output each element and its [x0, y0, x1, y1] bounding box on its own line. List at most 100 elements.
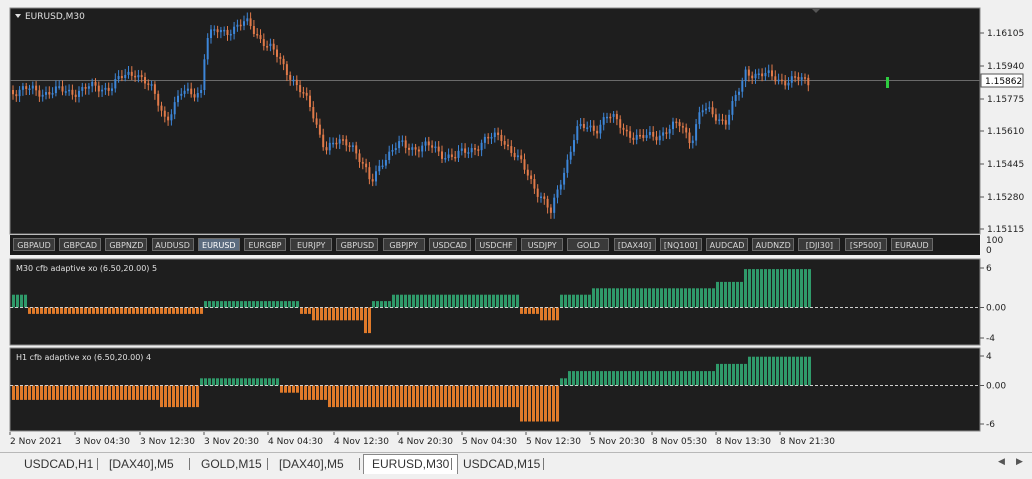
chart-tab[interactable]: GOLD,M15: [201, 457, 262, 471]
chart-tab[interactable]: [DAX40],M5: [109, 457, 174, 471]
indicator-pane-h1[interactable]: H1 cfb adaptive xo (6.50,20.00) 4 4 0.00 -…: [0, 347, 1032, 433]
symbol-button-nq100[interactable]: [NQ100]: [659, 238, 702, 251]
chart-tab[interactable]: EURUSD,M30: [363, 454, 459, 474]
osc-bar: [228, 378, 231, 386]
tab-scroll-right-icon[interactable]: ▶: [1016, 457, 1023, 467]
osc-bar: [28, 307, 31, 314]
candle-body: [721, 119, 724, 121]
osc-bar: [764, 269, 767, 308]
symbol-button-sp500[interactable]: [SP500]: [844, 238, 887, 251]
osc-bar: [572, 294, 575, 308]
candle-body: [417, 149, 420, 152]
candle-body: [117, 76, 120, 80]
osc-bar: [684, 288, 687, 308]
candle-body: [266, 46, 269, 48]
osc-bar: [724, 281, 727, 308]
symbol-button-usdcad[interactable]: USDCAD: [428, 238, 471, 251]
symbol-button-gold[interactable]: GOLD: [567, 238, 610, 251]
osc-bar: [412, 385, 415, 408]
symbol-button-gbpnzd[interactable]: GBPNZD: [105, 238, 148, 251]
osc-bar: [516, 294, 519, 308]
osc-bar: [680, 371, 683, 386]
osc-bar: [88, 385, 91, 400]
osc-bar: [648, 371, 651, 386]
osc-bar: [392, 294, 395, 308]
osc-bar: [60, 307, 63, 314]
osc-bar: [16, 294, 19, 308]
osc-bar: [672, 371, 675, 386]
indicator-pane-m30[interactable]: M30 cfb adaptive xo (6.50,20.00) 5 6 0.00…: [0, 258, 1032, 347]
chart-tab[interactable]: [DAX40],M5: [279, 457, 344, 471]
osc-bar: [380, 301, 383, 308]
osc-bar: [428, 385, 431, 408]
osc-bar: [648, 288, 651, 308]
candle-body: [31, 85, 34, 89]
osc-bar: [32, 307, 35, 314]
candle-body: [619, 119, 622, 128]
osc-bar: [808, 356, 811, 386]
osc-bar: [192, 307, 195, 314]
candle-body: [771, 70, 773, 77]
osc-bar: [176, 307, 179, 314]
symbol-button-audcad[interactable]: AUDCAD: [706, 238, 748, 251]
osc-bar: [760, 269, 763, 308]
symbol-button-gbpcad[interactable]: GBPCAD: [59, 238, 102, 251]
symbol-button-euraud[interactable]: EURAUD: [890, 238, 933, 251]
osc-bar: [352, 385, 355, 408]
candle-body: [322, 134, 325, 148]
symbol-button-eurjpy[interactable]: EURJPY: [290, 238, 333, 251]
symbol-label: EURUSD,M30: [25, 12, 85, 22]
candle-body: [28, 88, 31, 91]
symbol-button-usdjpy[interactable]: USDJPY: [521, 238, 564, 251]
candle-body: [573, 140, 575, 152]
osc-bar: [432, 294, 435, 308]
symbol-button-audusd[interactable]: AUDUSD: [151, 238, 194, 251]
osc-bar: [424, 385, 427, 408]
candle-body: [536, 188, 539, 197]
candle-body: [97, 85, 100, 92]
osc-bar: [792, 269, 795, 308]
candle-body: [421, 145, 424, 152]
tab-scroll-left-icon[interactable]: ◀: [998, 457, 1005, 467]
osc-bar: [712, 371, 715, 386]
symbol-button-eurusd[interactable]: EURUSD: [197, 238, 240, 251]
candle-body: [193, 94, 196, 98]
osc-bar: [64, 307, 67, 314]
symbol-button-gbpaud[interactable]: GBPAUD: [13, 238, 55, 251]
candle-body: [384, 160, 387, 166]
chart-tab[interactable]: USDCAD,M15: [463, 457, 541, 471]
symbol-button-usdchf[interactable]: USDCHF: [475, 238, 517, 251]
symbol-button-eurgbp[interactable]: EURGBP: [244, 238, 286, 251]
symbol-button-gbpjpy[interactable]: GBPJPY: [382, 238, 425, 251]
osc-bar: [12, 385, 15, 400]
candle-body: [777, 79, 780, 82]
osc-bar: [776, 269, 779, 308]
osc-bar: [376, 301, 379, 308]
candle-body: [127, 71, 130, 75]
osc-bar: [580, 371, 583, 386]
candle-body: [559, 184, 562, 190]
symbol-button-audnzd[interactable]: AUDNZD: [752, 238, 795, 251]
candle-body: [589, 125, 592, 128]
osc-bar: [676, 371, 679, 386]
osc-bar: [36, 385, 39, 400]
candle-body: [186, 88, 189, 91]
chart-window[interactable]: EURUSD,M30 1.16105 1.15940 1.15775 1.15610 1…: [0, 0, 1032, 452]
osc-bar: [184, 307, 187, 314]
symbol-button-gbpusd[interactable]: GBPUSD: [336, 238, 379, 251]
osc-bar: [444, 385, 447, 408]
candle-body: [424, 141, 427, 146]
osc-bar: [176, 385, 179, 408]
candle-body: [622, 127, 625, 130]
osc-bar: [352, 307, 355, 321]
symbol-button-dji30[interactable]: [DJI30]: [798, 238, 841, 251]
tab-separator: [543, 458, 544, 470]
candle-body: [289, 75, 292, 80]
candle-body: [342, 139, 344, 141]
candle-body: [328, 142, 331, 151]
symbol-button-dax40[interactable]: [DAX40]: [613, 238, 656, 251]
osc-bar: [788, 269, 791, 308]
price-pane[interactable]: EURUSD,M30 1.161051.159401.157751.156101…: [0, 0, 1032, 235]
chart-tab[interactable]: USDCAD,H1: [24, 457, 94, 471]
osc-bar: [628, 371, 631, 386]
